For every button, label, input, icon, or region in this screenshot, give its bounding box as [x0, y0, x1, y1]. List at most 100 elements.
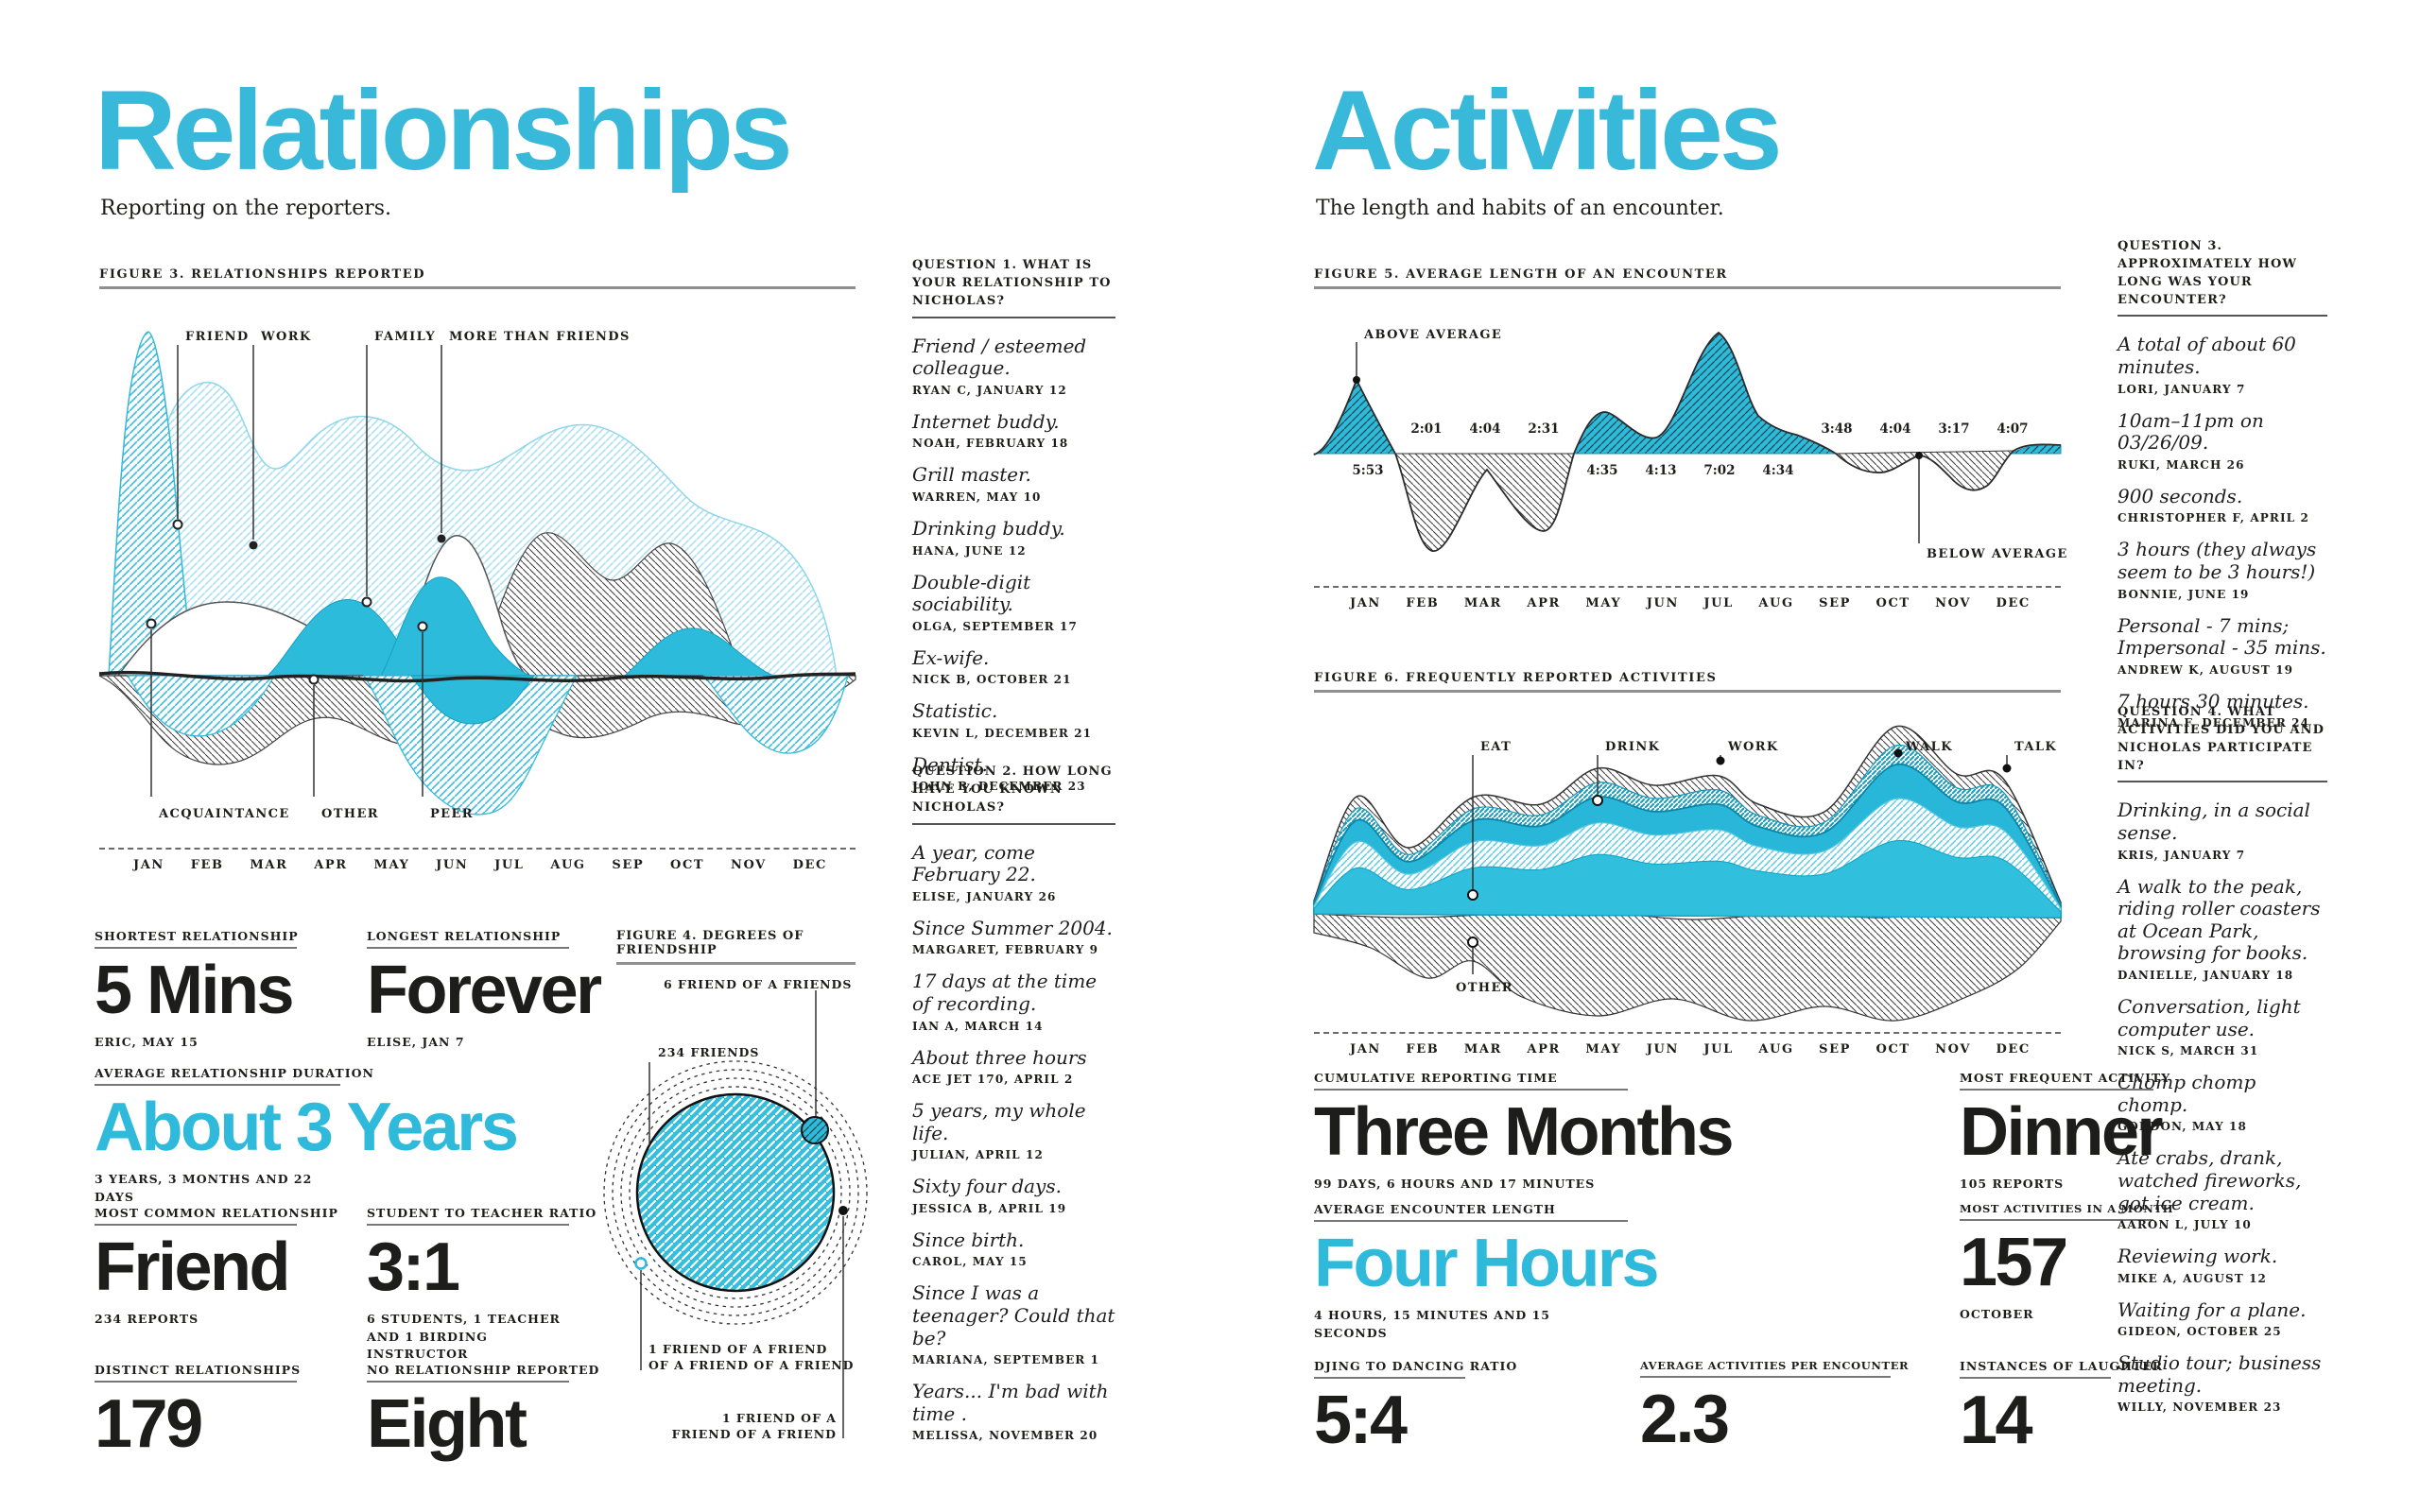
encounter-length-value: 4:13	[1645, 463, 1677, 478]
work-marker	[1716, 756, 1725, 765]
friends-bubble	[635, 1092, 836, 1293]
label-friend-of-friends: 6 FRIEND OF A FRIENDS	[664, 977, 852, 991]
month-label: JAN	[133, 858, 164, 872]
figure6-month-axis: JAN FEB MAR APR MAY JUN JUL AUG SEP OCT …	[1314, 1042, 2061, 1057]
questionnaire-entry: 7 hours 30 minutes. MARINA F, DECEMBER 2…	[2118, 689, 2327, 730]
quote-text: A walk to the peak, riding roller coaste…	[2118, 874, 2321, 965]
area-shape	[702, 675, 849, 754]
month-label: JUN	[1646, 1042, 1679, 1057]
area-shape	[623, 627, 775, 677]
month-label: APR	[1527, 1042, 1561, 1057]
questionnaire-entry: Since I was a teenager? Could that be? M…	[912, 1282, 1115, 1367]
series-marker	[146, 618, 157, 629]
encounter-length-value: 3:48	[1821, 421, 1853, 437]
quote-attribution: MARIANA, SEPTEMBER 1	[912, 1353, 1100, 1367]
quote-text: 10am–11pm on 03/26/09.	[2118, 408, 2264, 455]
encounter-length-value: 4:35	[1586, 463, 1618, 478]
month-label: MAR	[1463, 1042, 1502, 1057]
series-label-more-than-friends: MORE THAN FRIENDS	[449, 330, 631, 344]
figure3-top-callouts	[177, 345, 442, 596]
quote-text: Since Summer 2004.	[912, 916, 1113, 939]
question3-header: QUESTION 3. APPROXIMATELY HOW LONG WAS Y…	[2118, 238, 2327, 318]
month-label: MAY	[1585, 1042, 1622, 1057]
month-label: NOV	[1935, 1042, 1972, 1057]
quote-text: Sixty four days.	[912, 1175, 1062, 1198]
quote-text: Years... I'm bad with time .	[912, 1380, 1109, 1425]
above-average-label: ABOVE AVERAGE	[1363, 328, 1502, 342]
encounter-length-value: 4:04	[1469, 421, 1501, 437]
quote-attribution: RUKI, MARCH 26	[2118, 457, 2245, 472]
month-label: MAR	[250, 858, 288, 872]
quote-attribution: HANA, JUNE 12	[912, 543, 1027, 558]
above-average-marker	[1353, 376, 1360, 384]
below-average-label: BELOW AVERAGE	[1927, 547, 2068, 561]
right-page-title: Activities	[1312, 67, 1783, 194]
stream-label-eat: EAT	[1480, 740, 1512, 754]
month-label: AUG	[550, 858, 586, 872]
question2-entries: A year, come February 22. ELISE, JANUARY…	[912, 841, 1115, 1443]
quote-text: Waiting for a plane.	[2118, 1297, 2307, 1321]
month-label: APR	[314, 858, 348, 872]
questionnaire-entry: 5 years, my whole life. JULIAN, APRIL 12	[912, 1099, 1115, 1162]
quote-attribution: WARREN, MAY 10	[912, 490, 1042, 504]
encounter-length-value: 2:01	[1410, 421, 1443, 437]
quote-text: 3 hours (they always seem to be 3 hours!…	[2118, 538, 2317, 583]
area-shape	[1313, 839, 2062, 919]
quote-attribution: JESSICA B, APRIL 19	[912, 1201, 1067, 1215]
quote-text: Since birth.	[912, 1228, 1025, 1251]
questionnaire-entry: Waiting for a plane. GIDEON, OCTOBER 25	[2118, 1297, 2327, 1338]
quote-text: 7 hours 30 minutes.	[2118, 689, 2309, 713]
questionnaire-entry: Grill master. WARREN, MAY 10	[912, 464, 1115, 504]
month-label: JUL	[1703, 1042, 1734, 1057]
quote-attribution: WILLY, NOVEMBER 23	[2118, 1400, 2282, 1415]
quote-attribution: NOAH, FEBRUARY 18	[912, 437, 1069, 451]
quote-text: Internet buddy.	[912, 409, 1060, 433]
questionnaire-entry: Sixty four days. JESSICA B, APRIL 19	[912, 1176, 1115, 1215]
stream-label-other: OTHER	[1456, 981, 1513, 995]
questionnaire-entry: About three hours ACE JET 170, APRIL 2	[912, 1046, 1115, 1086]
questionnaire-entry: 17 days at the time of recording. IAN A,…	[912, 970, 1115, 1032]
month-label: DEC	[1996, 1042, 2031, 1057]
quote-text: Ate crabs, drank, watched fireworks, got…	[2118, 1146, 2302, 1214]
quote-attribution: MARGARET, FEBRUARY 9	[912, 943, 1099, 957]
figure5-value-labels: 5:53 2:01 4:04 2:31 4:35 4:13 7:02 4:34 3:48 4:04…	[1314, 293, 2061, 576]
fourth-degree-dot	[634, 1257, 648, 1270]
encounter-length-value: 7:02	[1703, 463, 1736, 478]
questionnaire-entry: Since birth. CAROL, MAY 15	[912, 1228, 1115, 1268]
quote-attribution: JULIAN, APRIL 12	[912, 1148, 1044, 1162]
month-label: MAY	[1585, 596, 1622, 610]
quote-text: 17 days at the time of recording.	[912, 970, 1098, 1015]
figure6-axis-line	[1314, 1032, 2061, 1034]
stat-most-frequent-activity: MOST FREQUENT ACTIVITY Dinner 105 REPORT…	[1960, 1071, 2171, 1192]
questionnaire-entry: A total of about 60 minutes. LORI, JANUA…	[2118, 334, 2327, 396]
quote-text: Conversation, light computer use.	[2118, 994, 2301, 1040]
figure5-month-axis: JAN FEB MAR APR MAY JUN JUL AUG SEP OCT …	[1314, 596, 2061, 610]
eat-marker	[1467, 889, 1478, 901]
stat-average-relationship-duration: AVERAGE RELATIONSHIP DURATION About 3 Ye…	[95, 1066, 519, 1204]
third-degree-dot	[838, 1206, 848, 1215]
series-label-peer: PEER	[430, 807, 474, 821]
month-label: FEB	[190, 858, 224, 872]
baseline-spine	[98, 670, 856, 683]
series-marker	[361, 596, 372, 608]
quote-text: Statistic.	[912, 699, 998, 723]
quote-attribution: LORI, JANUARY 7	[2118, 382, 2246, 396]
quote-attribution: GORDON, MAY 18	[2118, 1120, 2247, 1134]
month-label: JAN	[1350, 1042, 1381, 1057]
quote-text: 900 seconds.	[2118, 484, 2243, 507]
encounter-length-value: 4:07	[1996, 421, 2029, 437]
stat-longest-relationship: LONGEST RELATIONSHIP Forever ELISE, JAN …	[367, 929, 602, 1050]
stat-no-relationship-reported: NO RELATIONSHIP REPORTED Eight	[367, 1363, 600, 1462]
questionnaire-entry: Drinking buddy. HANA, JUNE 12	[912, 517, 1115, 558]
quote-attribution: ELISE, JANUARY 26	[912, 889, 1057, 903]
figure6-chart: EAT DRINK WORK WALK TALK OTHER	[1313, 725, 2062, 1022]
figure4-caption: FIGURE 4. DEGREES OF FRIENDSHIP	[616, 929, 856, 965]
label-third-degree-2: FRIEND OF A FRIEND	[672, 1427, 837, 1441]
stat-student-teacher-ratio: STUDENT TO TEACHER RATIO 3:1 6 STUDENTS,…	[367, 1206, 597, 1361]
label-friends: 234 FRIENDS	[658, 1045, 759, 1059]
question3-entries: A total of about 60 minutes. LORI, JANUA…	[2118, 334, 2327, 730]
question1-column: QUESTION 1. WHAT IS YOUR RELATIONSHIP TO…	[912, 257, 1115, 807]
encounter-length-curve	[1313, 331, 2062, 552]
encounter-length-value: 3:17	[1938, 421, 1970, 437]
figure3-caption: FIGURE 3. RELATIONSHIPS REPORTED	[99, 267, 856, 289]
